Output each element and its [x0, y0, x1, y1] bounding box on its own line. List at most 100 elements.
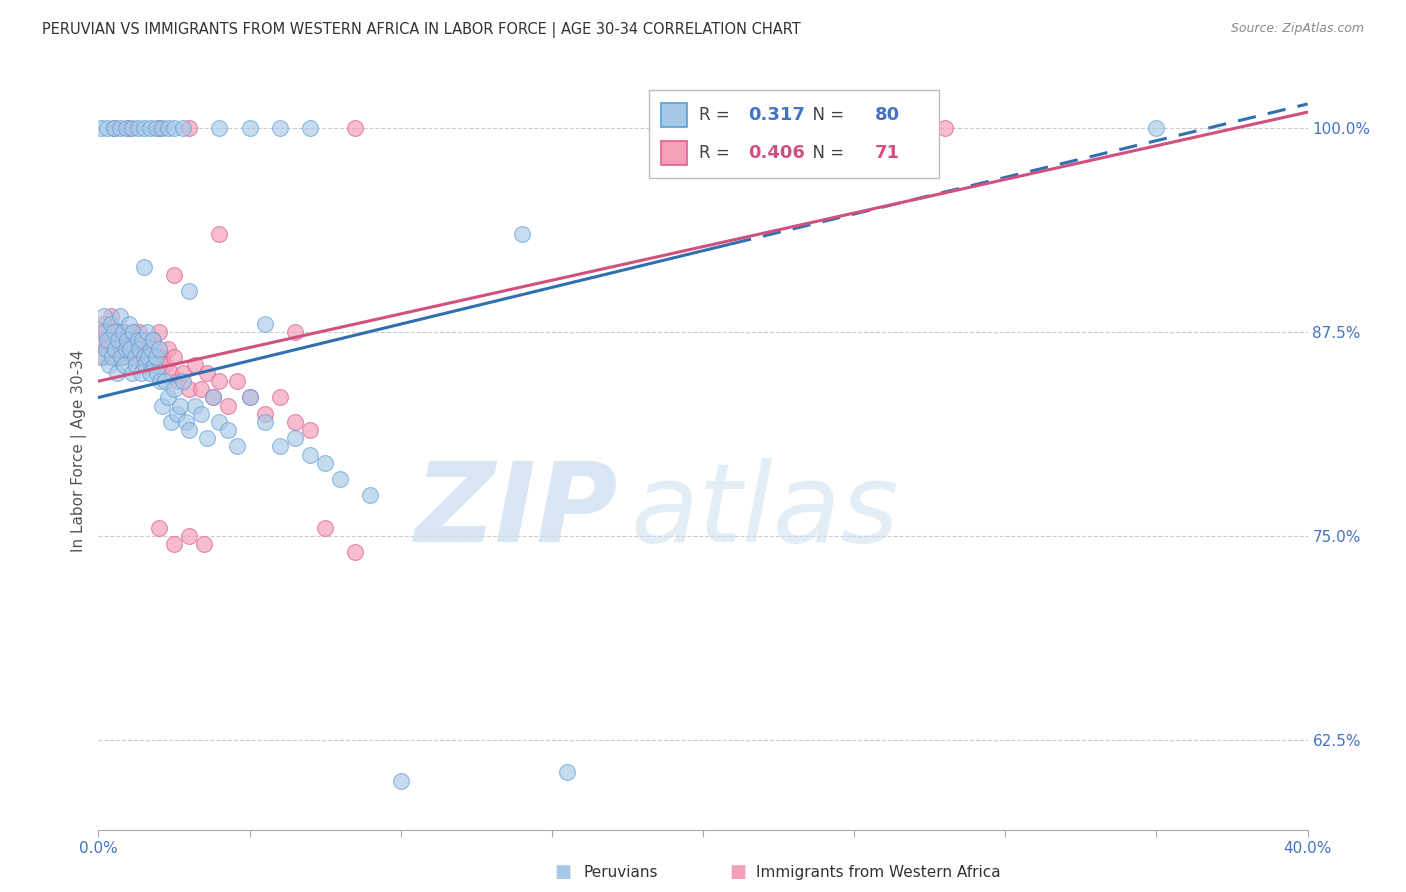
Point	[103, 325, 125, 339]
Point	[115, 334, 138, 348]
Point	[145, 350, 167, 364]
Point	[174, 415, 197, 429]
Point	[284, 325, 307, 339]
Point	[112, 325, 135, 339]
Point	[269, 121, 291, 136]
Point	[141, 342, 163, 356]
Point	[284, 431, 307, 445]
Point	[131, 334, 153, 348]
Point	[156, 342, 179, 356]
Point	[239, 391, 262, 405]
Point	[160, 366, 183, 380]
Point	[142, 334, 165, 348]
Point	[107, 334, 129, 348]
Point	[135, 325, 157, 339]
Point	[389, 773, 412, 788]
Point	[104, 342, 127, 356]
Point	[145, 121, 167, 136]
Point	[179, 121, 201, 136]
Point	[314, 521, 336, 535]
Point	[90, 350, 112, 364]
Point	[314, 456, 336, 470]
Point	[120, 334, 142, 348]
Text: N =: N =	[803, 145, 849, 162]
Point	[193, 537, 215, 551]
Point	[96, 334, 118, 348]
Text: PERUVIAN VS IMMIGRANTS FROM WESTERN AFRICA IN LABOR FORCE | AGE 30-34 CORRELATIO: PERUVIAN VS IMMIGRANTS FROM WESTERN AFRI…	[42, 22, 801, 38]
Point	[226, 439, 249, 453]
Point	[94, 342, 117, 356]
Point	[253, 407, 276, 421]
Point	[172, 121, 194, 136]
Point	[360, 488, 382, 502]
Point	[108, 121, 131, 136]
Point	[146, 366, 169, 380]
Point	[184, 399, 207, 413]
Point	[121, 350, 143, 364]
Point	[132, 350, 155, 364]
Point	[239, 391, 262, 405]
Point	[202, 391, 225, 405]
Point	[269, 391, 291, 405]
Point	[139, 342, 162, 356]
Point	[723, 162, 745, 177]
Point	[132, 342, 155, 356]
Point	[114, 121, 136, 136]
Text: ■: ■	[554, 863, 571, 881]
Point	[145, 350, 167, 364]
Point	[179, 285, 201, 299]
Point	[163, 268, 186, 282]
Point	[150, 350, 173, 364]
Point	[93, 309, 115, 323]
Point	[136, 350, 159, 364]
Point	[299, 423, 322, 437]
Point	[172, 366, 194, 380]
Point	[94, 325, 117, 339]
Point	[125, 334, 148, 348]
Point	[103, 121, 125, 136]
Point	[143, 358, 166, 372]
Point	[91, 350, 114, 364]
Point	[344, 121, 367, 136]
Point	[124, 342, 146, 356]
Point	[195, 366, 218, 380]
Text: 71: 71	[875, 145, 900, 162]
Point	[269, 439, 291, 453]
Point	[108, 309, 131, 323]
Point	[90, 334, 112, 348]
Point	[111, 350, 134, 364]
Point	[208, 415, 231, 429]
Point	[208, 227, 231, 242]
Point	[166, 374, 188, 388]
Text: ZIP: ZIP	[415, 458, 619, 565]
Point	[120, 342, 142, 356]
Point	[121, 121, 143, 136]
Point	[128, 325, 150, 339]
Point	[93, 317, 115, 331]
Point	[139, 366, 162, 380]
Point	[163, 350, 186, 364]
Point	[153, 358, 176, 372]
Point	[329, 472, 352, 486]
Point	[131, 334, 153, 348]
Text: 0.317: 0.317	[748, 106, 804, 124]
Point	[101, 334, 124, 348]
Point	[100, 317, 122, 331]
Point	[150, 399, 173, 413]
Bar	[661, 103, 688, 127]
Point	[132, 121, 155, 136]
Point	[190, 382, 212, 396]
Point	[284, 415, 307, 429]
Point	[344, 545, 367, 559]
Point	[153, 374, 176, 388]
Point	[163, 537, 186, 551]
Point	[217, 399, 239, 413]
Point	[149, 374, 172, 388]
Point	[96, 342, 118, 356]
Point	[96, 121, 118, 136]
Point	[125, 358, 148, 372]
Point	[134, 358, 156, 372]
Point	[112, 358, 135, 372]
Point	[108, 342, 131, 356]
Point	[104, 325, 127, 339]
